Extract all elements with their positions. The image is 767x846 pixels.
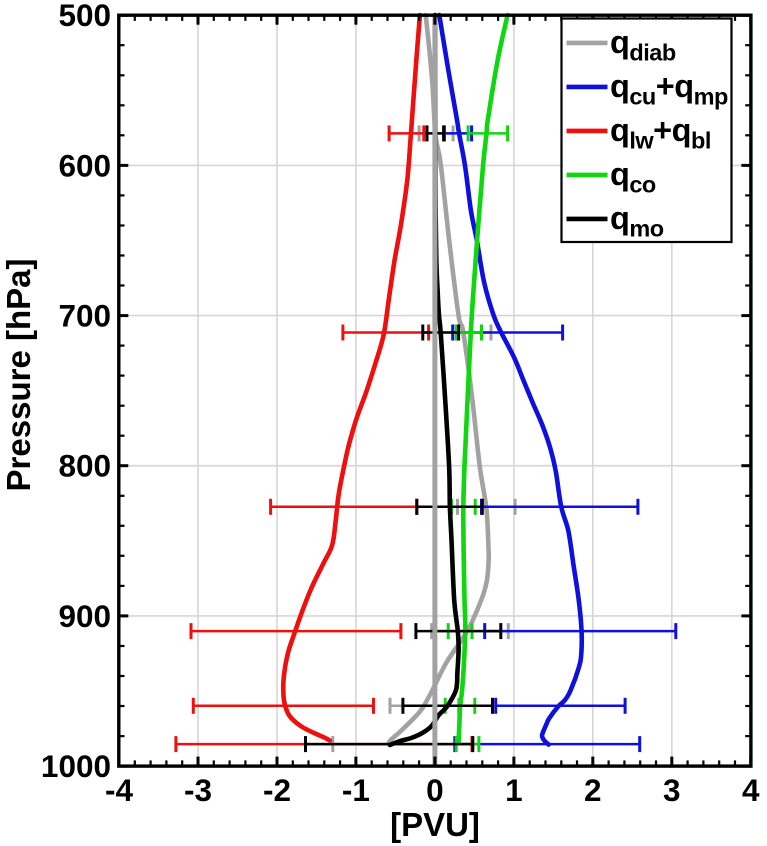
svg-text:-4: -4	[105, 772, 133, 808]
svg-text:1: 1	[505, 772, 523, 808]
svg-text:-3: -3	[184, 772, 212, 808]
svg-text:1000: 1000	[41, 748, 111, 784]
svg-text:800: 800	[58, 448, 111, 484]
svg-text:-2: -2	[263, 772, 291, 808]
svg-text:900: 900	[58, 598, 111, 634]
svg-text:[PVU]: [PVU]	[390, 806, 480, 843]
svg-text:qmo: qmo	[610, 200, 664, 242]
svg-text:-1: -1	[342, 772, 370, 808]
svg-text:700: 700	[58, 298, 111, 334]
svg-text:Pressure [hPa]: Pressure [hPa]	[0, 259, 37, 492]
svg-text:0: 0	[426, 772, 444, 808]
svg-text:4: 4	[742, 772, 760, 808]
svg-text:500: 500	[58, 0, 111, 33]
svg-text:qcu+qmp: qcu+qmp	[610, 68, 728, 110]
svg-text:qco: qco	[610, 156, 656, 198]
svg-text:3: 3	[663, 772, 681, 808]
svg-text:600: 600	[58, 147, 111, 183]
svg-text:qlw+qbl: qlw+qbl	[610, 112, 711, 154]
svg-text:2: 2	[584, 772, 602, 808]
svg-text:qdiab: qdiab	[610, 24, 676, 66]
